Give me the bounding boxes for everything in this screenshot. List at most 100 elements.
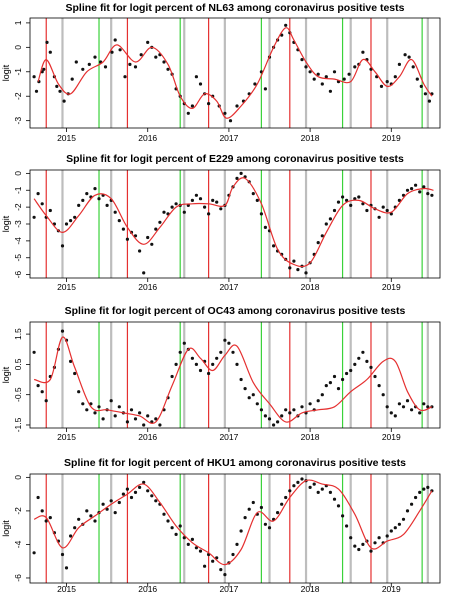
y-axis-label: logit [1, 520, 11, 537]
data-point [304, 271, 308, 275]
data-point [341, 195, 345, 199]
data-point [89, 514, 93, 518]
data-point [410, 502, 414, 506]
data-point [341, 377, 345, 382]
data-point [62, 99, 66, 103]
data-point [158, 423, 162, 427]
data-point [110, 50, 114, 54]
data-point [123, 75, 127, 79]
data-point [405, 399, 410, 403]
data-point [150, 494, 154, 498]
data-point [44, 519, 48, 523]
data-point [259, 505, 263, 510]
data-point [162, 210, 166, 214]
data-point [349, 368, 353, 373]
data-point [85, 192, 89, 196]
data-point [267, 526, 272, 530]
x-tick-label: 2019 [382, 282, 401, 292]
data-point [142, 423, 146, 427]
data-point [401, 517, 406, 521]
data-point [93, 55, 97, 59]
data-point [85, 408, 89, 412]
data-point [93, 187, 97, 191]
data-point [239, 377, 243, 382]
y-tick-label: 0 [13, 45, 23, 50]
data-point [73, 215, 77, 219]
data-point [423, 92, 427, 96]
data-point [284, 23, 288, 27]
data-point [142, 271, 146, 275]
data-point [101, 502, 105, 506]
data-point [353, 65, 357, 69]
data-point [324, 75, 328, 79]
y-axis-label: logit [1, 366, 11, 383]
data-point [125, 487, 129, 491]
data-point [69, 219, 73, 223]
data-point [263, 225, 267, 229]
data-point [48, 208, 52, 213]
data-point [280, 502, 284, 506]
data-point [77, 203, 81, 207]
x-tick-label: 2017 [219, 282, 238, 292]
x-tick-label: 2019 [382, 432, 401, 442]
spline-line [33, 336, 433, 424]
data-point [117, 405, 121, 409]
data-point [389, 411, 393, 415]
data-point [239, 171, 243, 175]
data-point [251, 500, 255, 505]
y-tick-label: -2 [13, 507, 23, 515]
data-point [393, 75, 397, 79]
data-point [97, 405, 101, 409]
data-point [263, 522, 267, 526]
data-point [426, 405, 430, 409]
x-tick-label: 2019 [382, 584, 401, 594]
y-tick-label: -4 [13, 540, 23, 548]
spline-line [33, 177, 434, 268]
data-point [64, 222, 69, 226]
data-point [253, 82, 257, 86]
y-tick-label: -1 [13, 68, 23, 76]
data-point [129, 495, 134, 500]
data-point [393, 526, 397, 530]
data-point [125, 237, 129, 241]
data-point [198, 549, 203, 553]
data-point [227, 341, 231, 345]
data-point [263, 87, 267, 91]
data-point [292, 484, 296, 488]
data-point [109, 399, 113, 403]
data-point [174, 202, 178, 206]
data-point [381, 205, 385, 209]
x-tick-label: 2019 [382, 133, 401, 143]
data-point [418, 411, 422, 415]
data-point [419, 84, 423, 88]
data-point [154, 499, 158, 503]
data-point [235, 542, 239, 547]
data-point [105, 203, 109, 207]
data-point [349, 536, 353, 540]
data-point [373, 541, 377, 545]
data-point [255, 198, 259, 202]
data-point [158, 220, 162, 224]
data-point [117, 219, 121, 223]
data-point [40, 509, 44, 513]
data-point [211, 198, 215, 202]
data-point [296, 480, 300, 484]
data-point [219, 568, 223, 572]
plot-frame [29, 321, 441, 429]
data-point [85, 509, 89, 513]
chart-panel-1: Spline fit for logit percent of NL63 amo… [1, 2, 441, 143]
x-tick-label: 2018 [301, 282, 320, 292]
data-point [403, 53, 407, 57]
data-point [60, 329, 65, 333]
data-point [336, 200, 341, 204]
data-point [101, 417, 105, 421]
data-point [235, 176, 239, 180]
x-tick-label: 2018 [301, 432, 320, 442]
data-point [60, 552, 65, 557]
data-point [77, 390, 81, 394]
data-point [36, 384, 40, 388]
data-point [361, 202, 365, 206]
data-point [426, 192, 430, 196]
data-point [401, 405, 406, 409]
